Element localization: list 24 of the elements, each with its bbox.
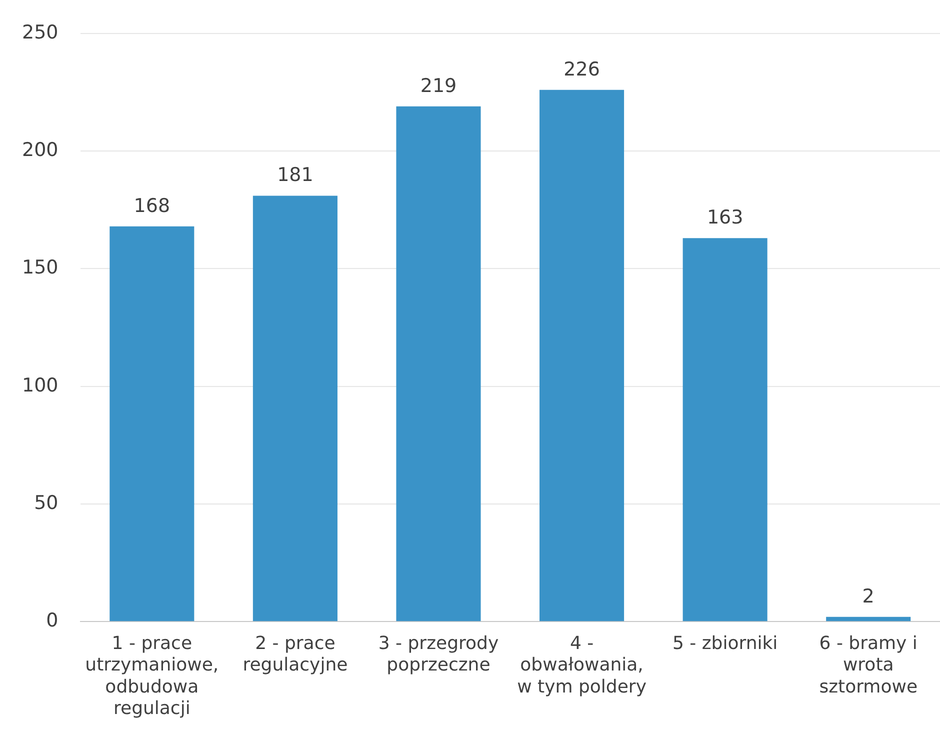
y-tick-label: 250 <box>22 21 58 44</box>
bar <box>110 226 194 622</box>
x-tick-label: 1 - prace utrzymaniowe, odbudowa regulacji <box>85 633 219 719</box>
data-label: 226 <box>564 58 600 80</box>
bar <box>826 616 911 622</box>
bar <box>540 90 624 622</box>
bar <box>252 196 338 622</box>
data-label: 219 <box>420 74 457 97</box>
y-tick-label: 50 <box>34 492 58 514</box>
y-tick-label: 0 <box>46 610 58 632</box>
data-label: 181 <box>277 164 314 186</box>
x-tick-label: 4 - obwałowania, w tym poldery <box>517 633 647 698</box>
y-tick-label: 100 <box>22 374 58 396</box>
y-tick-label: 200 <box>22 138 58 161</box>
y-tick-label: 150 <box>22 256 58 279</box>
data-label: 163 <box>706 206 744 229</box>
data-label: 168 <box>134 194 170 217</box>
bar <box>682 238 768 622</box>
x-tick-label: 5 - zbiorniki <box>672 633 778 654</box>
x-tick-label: 3 - przegrody poprzeczne <box>378 633 499 676</box>
bar <box>396 106 481 622</box>
x-tick-label: 2 - prace regulacyjne <box>242 633 348 676</box>
x-tick-label: 6 - bramy i wrota sztormowe <box>819 633 918 698</box>
data-label: 2 <box>862 585 874 608</box>
